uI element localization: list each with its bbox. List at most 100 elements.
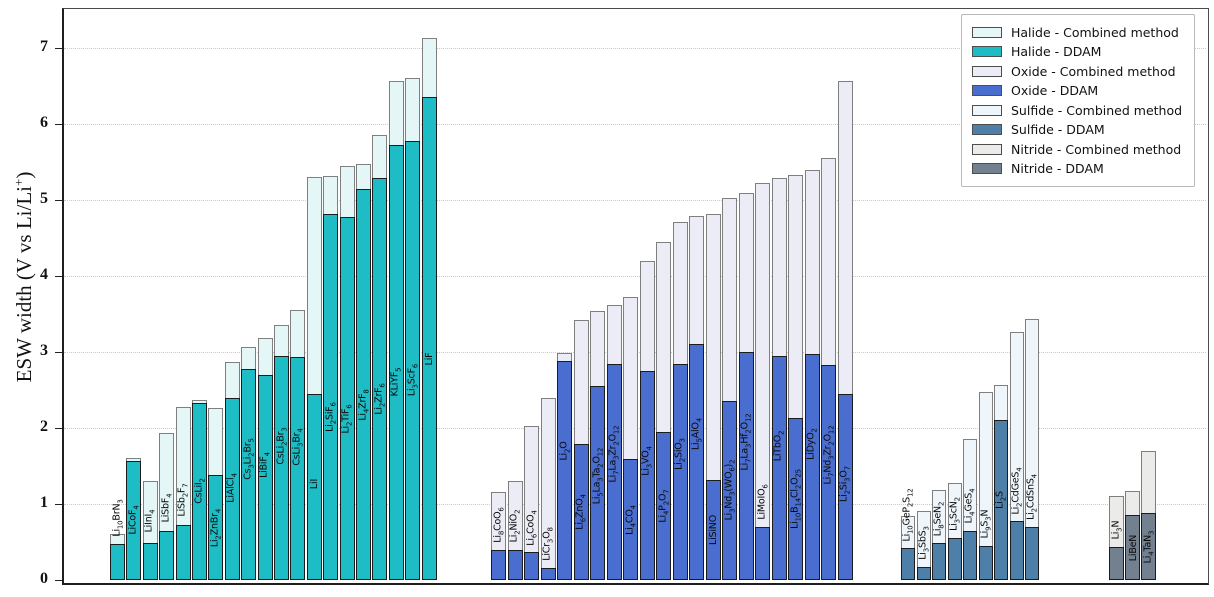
bar-ddam-LiI — [306, 393, 322, 580]
bar-ddam-CsLiI2 — [192, 402, 207, 580]
bar-label-Li5AlO4: Li5AlO4 — [690, 418, 703, 451]
bar-ddam-CsLi2Br3 — [274, 355, 289, 580]
bar-ddam-LiTbO2 — [771, 355, 787, 580]
bar-label-LiMoIO6: LiMoIO6 — [756, 484, 769, 520]
bar-label-Li9S3N: Li9S3N — [979, 509, 992, 539]
bar-ddam-Li2SiO3 — [672, 364, 688, 580]
bar-label-Li3Nd3(WO6)2: Li3Nd3(WO6)2 — [723, 459, 736, 521]
bar-ddam-Li3N — [1109, 546, 1124, 580]
bar-ddam-Li2ZnBr4 — [208, 475, 224, 580]
bar-label-Li10GeP2S12: Li10GeP2S12 — [901, 488, 915, 542]
bar-ddam-Li2SiF6 — [323, 214, 339, 580]
bar-label-Li4GeS4: Li4GeS4 — [963, 488, 977, 524]
y-tick-mark — [55, 580, 62, 581]
bar-ddam-LiBeN — [1125, 515, 1141, 580]
bar-ddam-Li7Nd3Zr2O12 — [821, 364, 836, 580]
bar-label-Li7La3Zr2O12: Li7La3Zr2O12 — [607, 425, 621, 483]
legend-label: Halide - DDAM — [1011, 44, 1102, 59]
bar-label-Li3ScN2: Li3ScN2 — [948, 497, 961, 531]
bar-label-Li10BrN3: Li10BrN3 — [111, 499, 124, 537]
bar-label-Li2CdSnS4: Li2CdSnS4 — [1025, 473, 1039, 520]
bar-label-Li4CO4: Li4CO4 — [624, 504, 637, 535]
bar-label-Li10B14Cl2O25: Li10B14Cl2O25 — [789, 469, 802, 529]
bar-label-Li2SiF6: Li2SiF6 — [324, 402, 338, 433]
bar-label-Li3ScF6: Li3ScF6 — [406, 364, 420, 397]
bar-combined-LiMoIO6 — [755, 183, 770, 580]
bar-label-Li3VO4: Li3VO4 — [640, 446, 654, 476]
y-tick-mark — [55, 504, 62, 505]
bar-label-Li5La3Ta2O12: Li5La3Ta2O12 — [591, 447, 604, 505]
bar-ddam-LiAlCl4 — [224, 397, 240, 580]
bar-ddam-Li2ZrF6 — [372, 177, 388, 580]
bar-label-LiBiF4: LiBiF4 — [258, 451, 272, 478]
bar-label-LiBeN: LiBeN — [1127, 534, 1139, 561]
legend-swatch-icon — [972, 143, 1002, 155]
bar-ddam-Li2O — [557, 361, 572, 580]
legend-swatch-icon — [972, 124, 1002, 135]
bar-ddam-Li10B14Cl2O25 — [788, 418, 803, 580]
legend-item: Halide - Combined method — [972, 24, 1182, 40]
bar-label-Li2CdGeS4: Li2CdGeS4 — [1010, 467, 1023, 515]
bar-ddam-Li6ZnO4 — [573, 443, 589, 580]
bar-ddam-LiSb2F7 — [175, 524, 191, 580]
bar-ddam-Li4ZrF8 — [356, 189, 371, 580]
bar-label-Li4TaN3: Li4TaN3 — [1142, 530, 1156, 563]
bar-label-Li3SbS3: Li3SbS3 — [917, 526, 930, 560]
bar-label-Li7La3Hf2O12: Li7La3Hf2O12 — [739, 413, 753, 471]
legend-label: Oxide - Combined method — [1011, 63, 1176, 79]
legend: Halide - Combined method Halide - DDAM Oxi… — [961, 14, 1196, 187]
bar-ddam-LiDyO2 — [804, 354, 820, 580]
y-tick-label: 3 — [40, 342, 48, 360]
legend-label: Nitride - DDAM — [1011, 161, 1104, 176]
legend-item: Nitride - DDAM — [972, 161, 1182, 177]
bar-label-Li2NiO2: Li2NiO2 — [508, 509, 522, 543]
bar-ddam-Li8CoO6 — [491, 549, 506, 580]
bar-ddam-Li2S — [994, 420, 1008, 580]
bar-label-Li8SeN2: Li8SeN2 — [932, 501, 946, 536]
legend-swatch-icon — [972, 46, 1002, 57]
bar-ddam-Li4GeS4 — [963, 530, 977, 580]
y-tick-label: 4 — [40, 266, 48, 284]
bar-label-LiTbO2: LiTbO2 — [772, 430, 786, 462]
bar-label-CsLi2Br3: CsLi2Br3 — [275, 427, 288, 465]
gridline-y6 — [64, 124, 1206, 125]
gridline-y4 — [64, 276, 1206, 277]
y-tick-label: 6 — [40, 114, 48, 132]
bar-label-LiDyO2: LiDyO2 — [805, 428, 819, 461]
bar-ddam-LiF — [421, 97, 437, 580]
bar-ddam-Li8SeN2 — [932, 542, 946, 580]
bar-ddam-LiSiNO — [705, 480, 721, 580]
bar-ddam-Li3ScF6 — [405, 140, 421, 580]
bar-label-Cs3Li2Br5: Cs3Li2Br5 — [242, 438, 256, 481]
legend-item: Oxide - DDAM — [972, 83, 1182, 99]
bar-label-Li2SiO3: Li2SiO3 — [673, 438, 687, 470]
bar-ddam-Li2CdSnS4 — [1025, 526, 1039, 580]
gridline-y5 — [64, 200, 1206, 201]
bar-ddam-Li5La3Ta2O12 — [590, 386, 605, 580]
bar-ddam-Li3SbS3 — [916, 567, 931, 580]
bar-ddam-LiCoF4 — [126, 460, 142, 580]
bar-label-Li2O: Li2O — [558, 441, 571, 461]
legend-item: Nitride - Combined method — [972, 141, 1182, 157]
bar-ddam-Li3VO4 — [639, 371, 655, 580]
legend-label: Sulfide - Combined method — [1011, 102, 1183, 118]
y-tick-mark — [55, 200, 62, 201]
legend-item: Sulfide - DDAM — [972, 122, 1182, 138]
legend-swatch-icon — [972, 65, 1002, 77]
bar-ddam-Li2Si3O7 — [837, 393, 853, 580]
bar-ddam-Li3ScN2 — [947, 538, 962, 580]
bar-ddam-Li4CO4 — [623, 459, 638, 580]
bar-label-LiInI4: LiInI4 — [143, 509, 157, 532]
y-tick-label: 1 — [40, 494, 48, 512]
y-tick-label: 5 — [40, 190, 48, 208]
bar-ddam-Li4P2O7 — [656, 431, 671, 580]
bar-label-Li6ZnO4: Li6ZnO4 — [574, 494, 588, 530]
bar-ddam-Li7La3Hf2O12 — [738, 352, 754, 580]
bar-ddam-Li2TiF6 — [339, 217, 355, 580]
bar-label-LiF: LiF — [424, 352, 436, 366]
bar-label-Li3N: Li3N — [1110, 520, 1123, 540]
bar-ddam-Li10BrN3 — [110, 544, 125, 580]
bar-label-Li2Si3O7: Li2Si3O7 — [838, 465, 852, 502]
bar-ddam-Li4TaN3 — [1141, 513, 1157, 580]
